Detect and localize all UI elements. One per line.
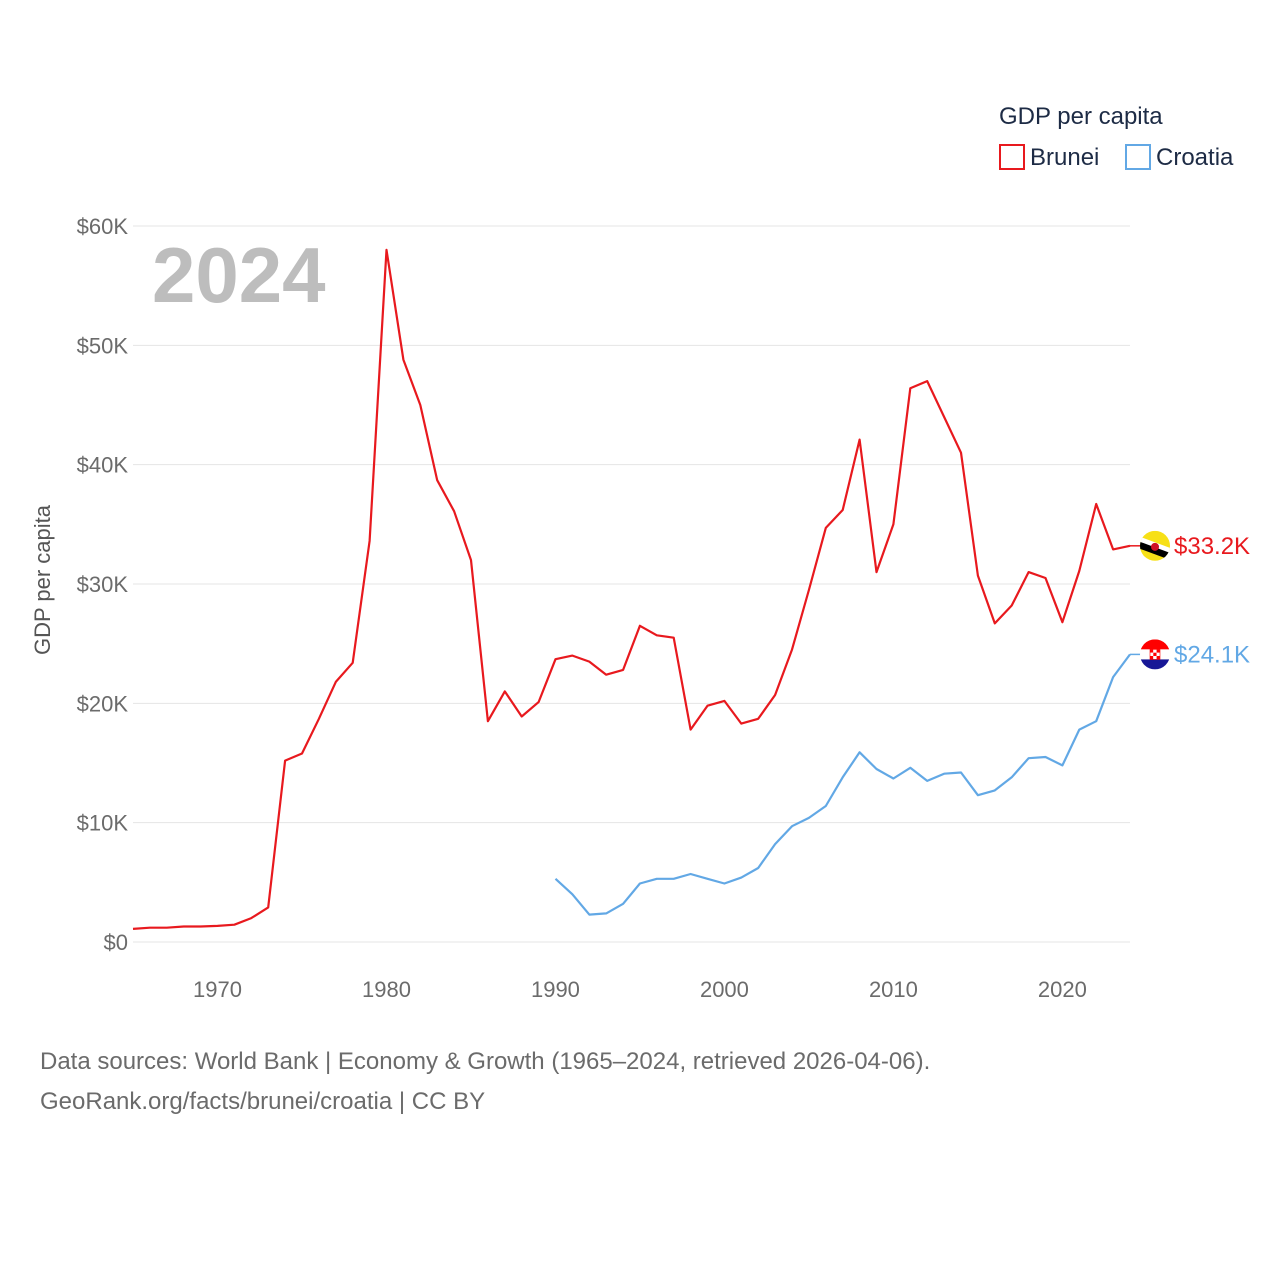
legend: GDP per capita Brunei Croatia (999, 103, 1234, 171)
end-markers: $33.2K $24.1K (1130, 530, 1250, 670)
x-tick-label-2010: 2010 (869, 977, 918, 1002)
series-line-brunei (132, 248, 1131, 930)
x-tick-label-1990: 1990 (531, 977, 580, 1002)
x-tick-label-1970: 1970 (193, 977, 242, 1002)
y-tick-label-40000: $40K (77, 453, 129, 478)
y-axis-ticks: $0 $10K $20K $30K $40K $50K $60K (77, 214, 129, 955)
footer: Data sources: World Bank | Economy & Gro… (40, 1042, 930, 1122)
y-tick-label-30000: $30K (77, 572, 129, 597)
series-lines (132, 248, 1131, 930)
legend-item-croatia[interactable]: Croatia (1125, 144, 1234, 171)
y-tick-label-10000: $10K (77, 811, 129, 836)
y-tick-label-60000: $60K (77, 214, 129, 239)
legend-item-brunei[interactable]: Brunei (999, 144, 1099, 171)
x-tick-label-1980: 1980 (362, 977, 411, 1002)
data-sources-text: Data sources: World Bank | Economy & Gro… (40, 1048, 931, 1075)
legend-label-croatia: Croatia (1156, 144, 1234, 171)
legend-swatch-brunei (999, 144, 1025, 170)
y-tick-label-0: $0 (104, 930, 128, 955)
legend-swatch-croatia (1125, 144, 1151, 170)
end-label-brunei: $33.2K (1174, 533, 1250, 560)
gridlines (133, 225, 1130, 943)
brunei-flag-icon (1140, 530, 1170, 561)
y-axis-label: GDP per capita (30, 504, 55, 655)
series-line-croatia (554, 653, 1131, 916)
year-label: 2024 (152, 231, 326, 319)
x-tick-label-2020: 2020 (1038, 977, 1087, 1002)
x-axis-ticks: 1970 1980 1990 2000 2010 2020 (193, 977, 1087, 1002)
x-tick-label-2000: 2000 (700, 977, 749, 1002)
end-label-croatia: $24.1K (1174, 641, 1250, 668)
y-tick-label-20000: $20K (77, 691, 129, 716)
legend-label-brunei: Brunei (1030, 144, 1099, 171)
croatia-flag-icon (1140, 639, 1170, 670)
source-link-text: GeoRank.org/facts/brunei/croatia | CC BY (40, 1088, 486, 1115)
gdp-line-chart: $0 $10K $20K $30K $40K $50K $60K 1970 1980 1990 2… (30, 103, 1250, 1002)
y-tick-label-50000: $50K (77, 333, 129, 358)
legend-title: GDP per capita (999, 103, 1163, 130)
